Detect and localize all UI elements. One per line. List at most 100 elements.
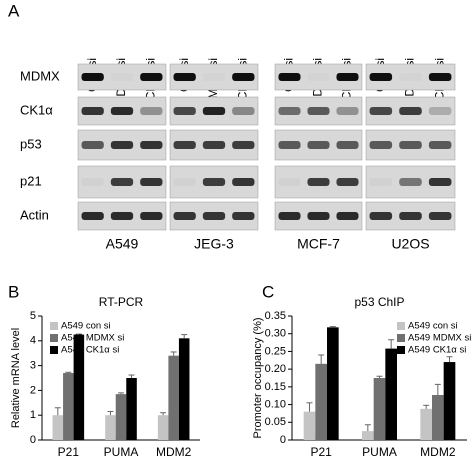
blot-band bbox=[399, 212, 422, 220]
blot-band bbox=[278, 212, 301, 220]
bar bbox=[126, 378, 137, 440]
y-tick-label: 0.20 bbox=[265, 363, 286, 375]
x-tick-label: PUMA bbox=[362, 445, 397, 459]
row-label: p53 bbox=[20, 136, 42, 151]
blot-band bbox=[336, 73, 359, 81]
blot-band bbox=[369, 73, 393, 81]
legend-label: A549 MDMX si bbox=[61, 333, 124, 344]
blot-band bbox=[399, 73, 422, 81]
bar bbox=[63, 373, 74, 440]
legend-label: A549 con si bbox=[61, 321, 111, 332]
blot-band bbox=[202, 178, 226, 186]
bar bbox=[168, 355, 179, 440]
cell-line-label: A549 bbox=[106, 236, 139, 252]
legend-swatch bbox=[397, 322, 405, 330]
y-tick-label: 4 bbox=[30, 335, 36, 347]
legend-swatch bbox=[397, 346, 405, 354]
panel-label: B bbox=[8, 282, 19, 301]
blot-band bbox=[81, 141, 104, 149]
blot-band bbox=[140, 212, 163, 220]
blot-band bbox=[307, 73, 330, 81]
bar bbox=[178, 338, 190, 440]
blot-band bbox=[307, 141, 330, 149]
blot-band bbox=[369, 212, 393, 220]
y-tick-label: 0.25 bbox=[265, 345, 286, 357]
cell-line-label: JEG-3 bbox=[194, 236, 234, 252]
bar bbox=[105, 415, 116, 440]
blot-band bbox=[399, 178, 422, 186]
bar bbox=[432, 395, 444, 440]
chart-title: RT-PCR bbox=[99, 295, 144, 309]
bar bbox=[327, 327, 339, 440]
x-tick-label: MDM2 bbox=[420, 445, 456, 459]
blot-band bbox=[173, 212, 196, 220]
chart-title: p53 ChIP bbox=[354, 295, 404, 309]
blot-band bbox=[369, 107, 393, 115]
blot-band bbox=[278, 178, 301, 186]
row-label: p21 bbox=[20, 173, 42, 188]
bar bbox=[315, 363, 327, 440]
blot-band bbox=[110, 73, 134, 81]
blot-band bbox=[110, 141, 134, 149]
blot-band bbox=[202, 73, 226, 81]
legend-label: A549 CK1α si bbox=[61, 345, 119, 356]
row-label: MDMX bbox=[20, 68, 60, 83]
blot-band bbox=[307, 212, 330, 220]
blot-band bbox=[369, 141, 393, 149]
blot-band bbox=[202, 212, 226, 220]
y-axis-label: Promoter occupancy (%) bbox=[252, 317, 264, 438]
blot-band bbox=[202, 141, 226, 149]
panel-label: C bbox=[262, 282, 274, 301]
blot-band bbox=[173, 178, 196, 186]
blot-band bbox=[307, 178, 330, 186]
bar bbox=[443, 362, 456, 440]
blot-band bbox=[307, 107, 330, 115]
blot-band bbox=[232, 212, 255, 220]
bar bbox=[157, 415, 169, 440]
blot-band bbox=[110, 107, 134, 115]
blot-band bbox=[81, 73, 104, 81]
y-tick-label: 0.35 bbox=[265, 310, 286, 322]
legend-swatch bbox=[50, 334, 58, 342]
x-tick-label: PUMA bbox=[104, 445, 139, 459]
bar bbox=[362, 431, 374, 440]
legend-label: A549 con si bbox=[408, 321, 458, 332]
blot-band bbox=[278, 141, 301, 149]
cell-line-label: MCF-7 bbox=[297, 236, 340, 252]
blot-band bbox=[336, 107, 359, 115]
y-tick-label: 0.10 bbox=[265, 398, 286, 410]
legend-swatch bbox=[50, 346, 58, 354]
x-tick-label: MDM2 bbox=[156, 445, 192, 459]
blot-band bbox=[278, 107, 301, 115]
y-tick-label: 1 bbox=[30, 409, 36, 421]
bar bbox=[73, 334, 85, 440]
blot-band bbox=[140, 73, 163, 81]
legend-swatch bbox=[50, 322, 58, 330]
bar bbox=[303, 411, 316, 440]
y-tick-label: 0 bbox=[30, 434, 36, 446]
bar bbox=[115, 394, 127, 440]
blot-band bbox=[399, 107, 422, 115]
legend-label: A549 MDMX si bbox=[408, 333, 471, 344]
blot-band bbox=[173, 73, 196, 81]
blot-band bbox=[428, 212, 452, 220]
row-label: CK1α bbox=[20, 102, 53, 117]
panel-label: A bbox=[8, 1, 20, 20]
blot-band bbox=[428, 141, 452, 149]
bar bbox=[373, 378, 386, 440]
blot-band bbox=[140, 107, 163, 115]
bar bbox=[52, 415, 64, 440]
y-tick-label: 0.05 bbox=[265, 416, 286, 428]
blot-band bbox=[428, 73, 452, 81]
blot-band bbox=[232, 141, 255, 149]
blot-band bbox=[110, 178, 134, 186]
blot-band bbox=[336, 178, 359, 186]
y-tick-label: 0.15 bbox=[265, 381, 286, 393]
blot-band bbox=[81, 212, 104, 220]
blot-band bbox=[232, 178, 255, 186]
blot-band bbox=[336, 141, 359, 149]
blot-band bbox=[428, 107, 452, 115]
y-axis-label: Relative mRNA level bbox=[10, 328, 22, 428]
x-tick-label: P21 bbox=[58, 445, 80, 459]
